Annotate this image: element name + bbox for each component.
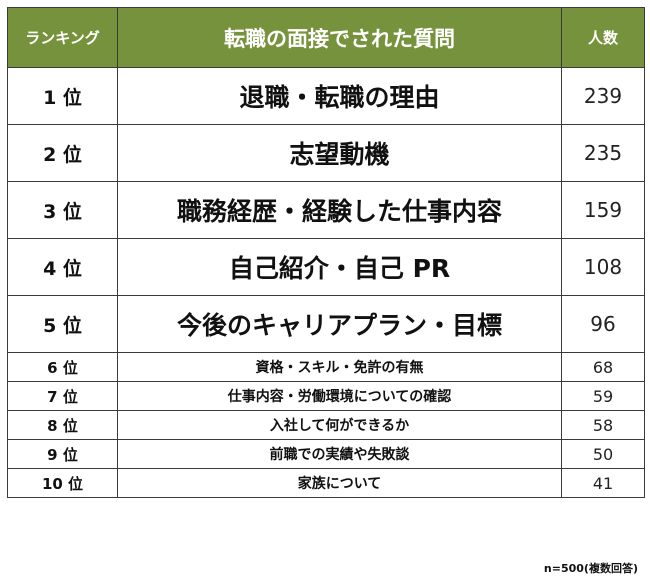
table-row: 3 位 職務経歴・経験した仕事内容 159 <box>7 181 645 239</box>
rank-cell: 2 位 <box>7 124 118 182</box>
rank-cell: 7 位 <box>7 381 118 411</box>
ranking-table: ランキング 転職の面接でされた質問 人数 1 位 退職・転職の理由 239 2 … <box>7 7 645 498</box>
question-cell: 今後のキャリアプラン・目標 <box>117 295 562 353</box>
table-row: 6 位 資格・スキル・免許の有無 68 <box>7 352 645 382</box>
rank-cell: 6 位 <box>7 352 118 382</box>
count-cell: 68 <box>561 352 645 382</box>
table-row: 9 位 前職での実績や失敗談 50 <box>7 439 645 469</box>
table-row: 10 位 家族について 41 <box>7 468 645 498</box>
question-cell: 自己紹介・自己 PR <box>117 238 562 296</box>
table-row: 1 位 退職・転職の理由 239 <box>7 67 645 125</box>
header-row: ランキング 転職の面接でされた質問 人数 <box>7 7 645 68</box>
question-cell: 入社して何ができるか <box>117 410 562 440</box>
header-rank: ランキング <box>7 7 118 68</box>
count-cell: 96 <box>561 295 645 353</box>
rank-cell: 1 位 <box>7 67 118 125</box>
sample-size-note: n=500(複数回答) <box>543 562 638 575</box>
question-cell: 職務経歴・経験した仕事内容 <box>117 181 562 239</box>
question-cell: 退職・転職の理由 <box>117 67 562 125</box>
question-cell: 志望動機 <box>117 124 562 182</box>
table-row: 7 位 仕事内容・労働環境についての確認 59 <box>7 381 645 411</box>
header-count: 人数 <box>561 7 645 68</box>
question-cell: 資格・スキル・免許の有無 <box>117 352 562 382</box>
count-cell: 50 <box>561 439 645 469</box>
header-question: 転職の面接でされた質問 <box>117 7 562 68</box>
count-cell: 41 <box>561 468 645 498</box>
rank-cell: 4 位 <box>7 238 118 296</box>
table-row: 8 位 入社して何ができるか 58 <box>7 410 645 440</box>
table-row: 2 位 志望動機 235 <box>7 124 645 182</box>
question-cell: 前職での実績や失敗談 <box>117 439 562 469</box>
rank-cell: 5 位 <box>7 295 118 353</box>
count-cell: 58 <box>561 410 645 440</box>
table-row: 4 位 自己紹介・自己 PR 108 <box>7 238 645 296</box>
count-cell: 239 <box>561 67 645 125</box>
rank-cell: 9 位 <box>7 439 118 469</box>
rank-cell: 8 位 <box>7 410 118 440</box>
count-cell: 235 <box>561 124 645 182</box>
rank-cell: 10 位 <box>7 468 118 498</box>
count-cell: 108 <box>561 238 645 296</box>
count-cell: 59 <box>561 381 645 411</box>
question-cell: 家族について <box>117 468 562 498</box>
question-cell: 仕事内容・労働環境についての確認 <box>117 381 562 411</box>
count-cell: 159 <box>561 181 645 239</box>
rank-cell: 3 位 <box>7 181 118 239</box>
table-row: 5 位 今後のキャリアプラン・目標 96 <box>7 295 645 353</box>
